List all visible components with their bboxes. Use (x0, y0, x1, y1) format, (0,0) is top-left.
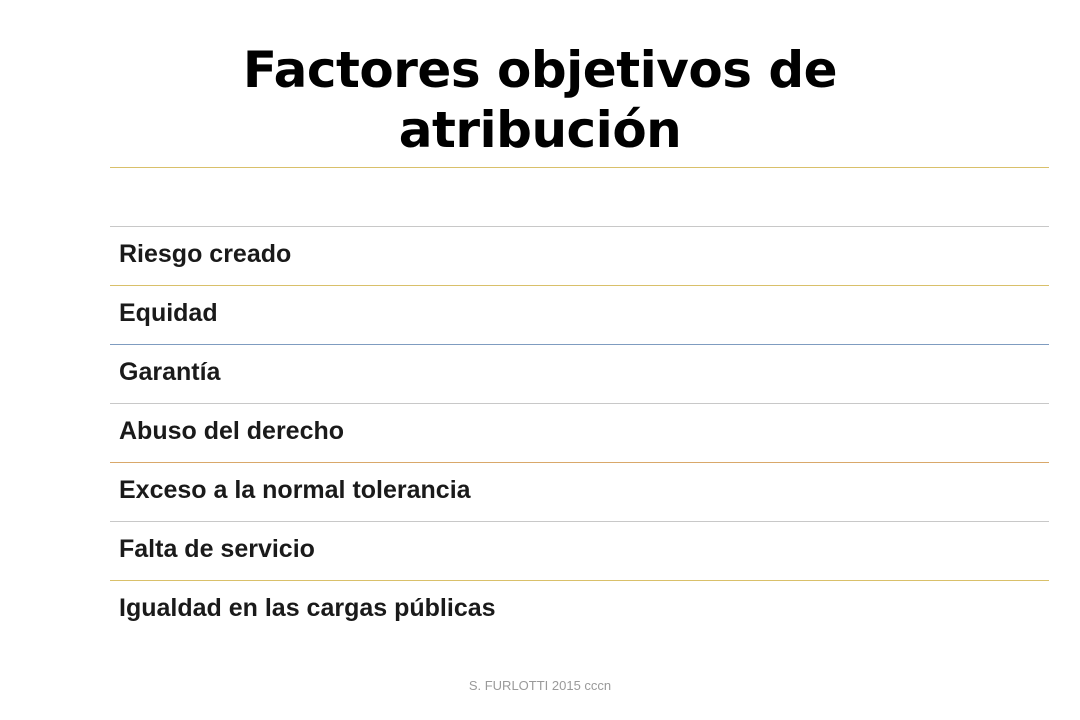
list-item-label: Falta de servicio (119, 535, 315, 563)
list-item-label: Riesgo creado (119, 240, 292, 268)
list-item: Exceso a la normal tolerancia (110, 462, 1049, 521)
attribution-factors-list: Riesgo creado Equidad Garantía Abuso del… (110, 167, 1049, 639)
list-item-label: Abuso del derecho (119, 417, 345, 445)
list-item: Garantía (110, 344, 1049, 403)
list-item: Abuso del derecho (110, 403, 1049, 462)
list-item (110, 167, 1049, 226)
list-item-label: Garantía (119, 358, 221, 386)
list-item: Riesgo creado (110, 226, 1049, 285)
list-item-label: Igualdad en las cargas públicas (119, 594, 496, 622)
title-line-2: atribución (398, 101, 682, 159)
list-item-label: Equidad (119, 299, 218, 327)
list-item: Equidad (110, 285, 1049, 344)
page-title: Factores objetivos de atribución (110, 40, 970, 160)
list-item-label: Exceso a la normal tolerancia (119, 476, 471, 504)
list-item: Falta de servicio (110, 521, 1049, 580)
list-item: Igualdad en las cargas públicas (110, 580, 1049, 639)
footer-credit: S. FURLOTTI 2015 cccn (468, 678, 612, 693)
title-line-1: Factores objetivos de (242, 41, 838, 99)
